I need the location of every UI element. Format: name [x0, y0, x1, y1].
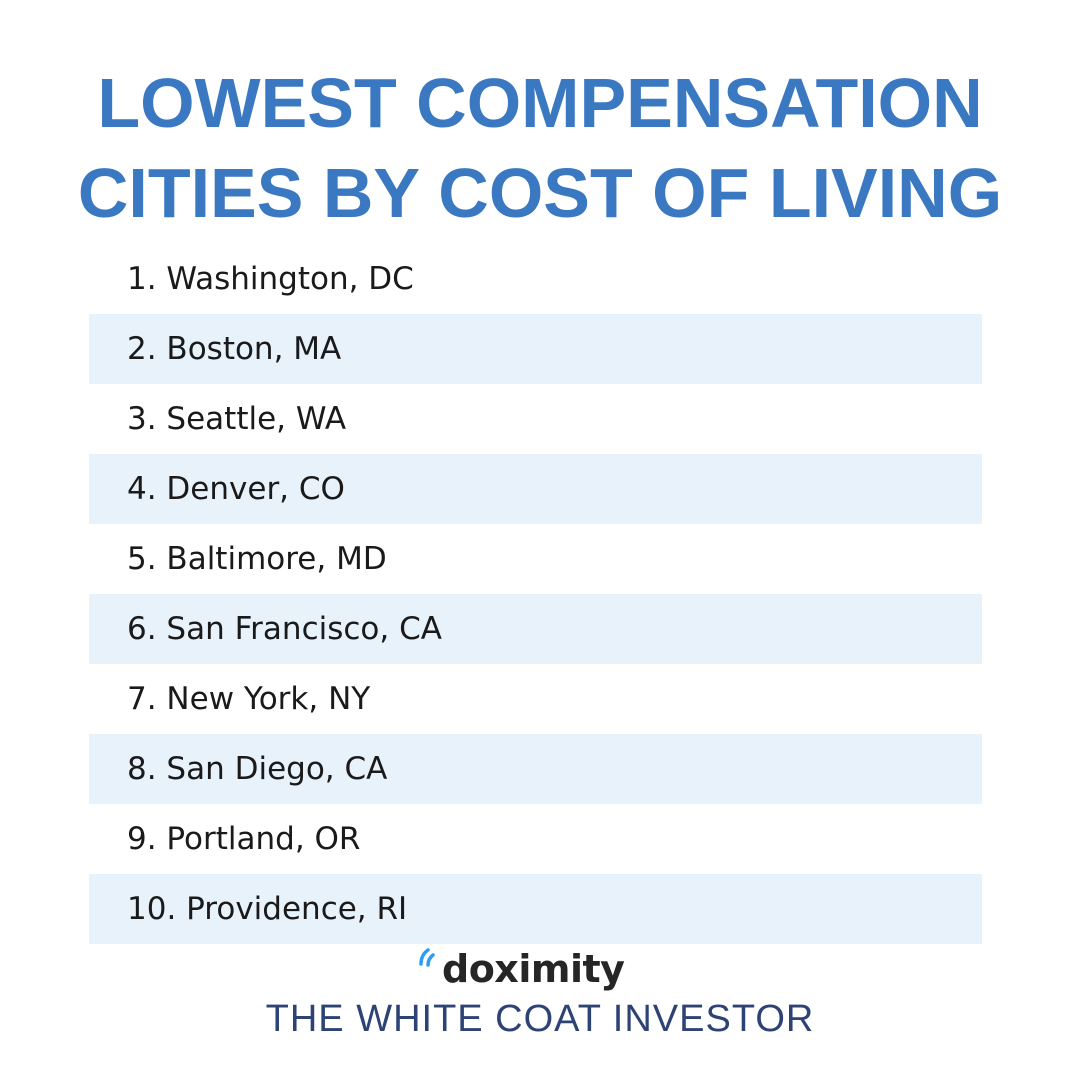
list-item: 4. Denver, CO — [89, 454, 982, 524]
list-item: 6. San Francisco, CA — [89, 594, 982, 664]
list-item: 1. Washington, DC — [127, 261, 414, 297]
footer-brand: THE WHITE COAT INVESTOR — [265, 998, 815, 1040]
doximity-signal-icon — [419, 948, 435, 967]
list-item: 3. Seattle, WA — [127, 401, 347, 437]
title-line-1: LOWEST COMPENSATION — [97, 64, 983, 142]
list-item: 10. Providence, RI — [89, 874, 982, 944]
doximity-logo-text: doximity — [442, 947, 625, 991]
list-item: 2. Boston, MA — [89, 314, 982, 384]
title-line-2: CITIES BY COST OF LIVING — [77, 154, 1003, 232]
city-ranking-list: 1. Washington, DC 2. Boston, MA 3. Seatt… — [89, 244, 982, 944]
list-item: 9. Portland, OR — [127, 821, 361, 857]
page-title: LOWEST COMPENSATION CITIES BY COST OF LI… — [0, 58, 1080, 238]
list-item: 7. New York, NY — [127, 681, 371, 717]
list-item: 8. San Diego, CA — [89, 734, 982, 804]
doximity-logo: doximity — [418, 944, 625, 994]
list-item: 5. Baltimore, MD — [127, 541, 387, 577]
